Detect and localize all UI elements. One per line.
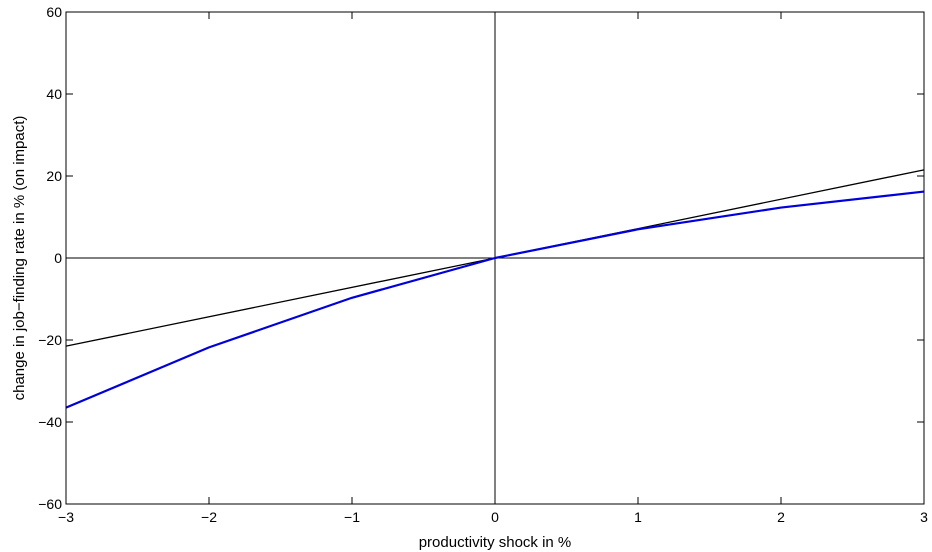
y-tick-label: 40 xyxy=(46,86,62,102)
y-tick-label: 0 xyxy=(54,250,62,266)
x-tick-label: −1 xyxy=(344,509,360,525)
series-layer xyxy=(65,169,925,409)
y-tick-label: −60 xyxy=(38,496,62,512)
y-tick-label: 60 xyxy=(46,4,62,20)
y-tick-label: −20 xyxy=(38,332,62,348)
x-tick-label: −3 xyxy=(58,509,74,525)
y-axis-label: change in job−finding rate in % (on impa… xyxy=(11,116,28,401)
y-axis-ticks: −60 −40 −20 0 20 40 60 xyxy=(38,4,924,512)
x-tick-label: −2 xyxy=(201,509,217,525)
series-line-2 xyxy=(65,190,925,409)
x-tick-label: 0 xyxy=(491,509,499,525)
y-tick-label: 20 xyxy=(46,168,62,184)
x-tick-label: 2 xyxy=(777,509,785,525)
x-tick-label: 3 xyxy=(920,509,928,525)
x-tick-label: 1 xyxy=(634,509,642,525)
y-tick-label: −40 xyxy=(38,414,62,430)
x-axis-label: productivity shock in % xyxy=(419,534,572,551)
x-axis-ticks: −3 −2 −1 0 1 2 3 xyxy=(58,12,928,525)
